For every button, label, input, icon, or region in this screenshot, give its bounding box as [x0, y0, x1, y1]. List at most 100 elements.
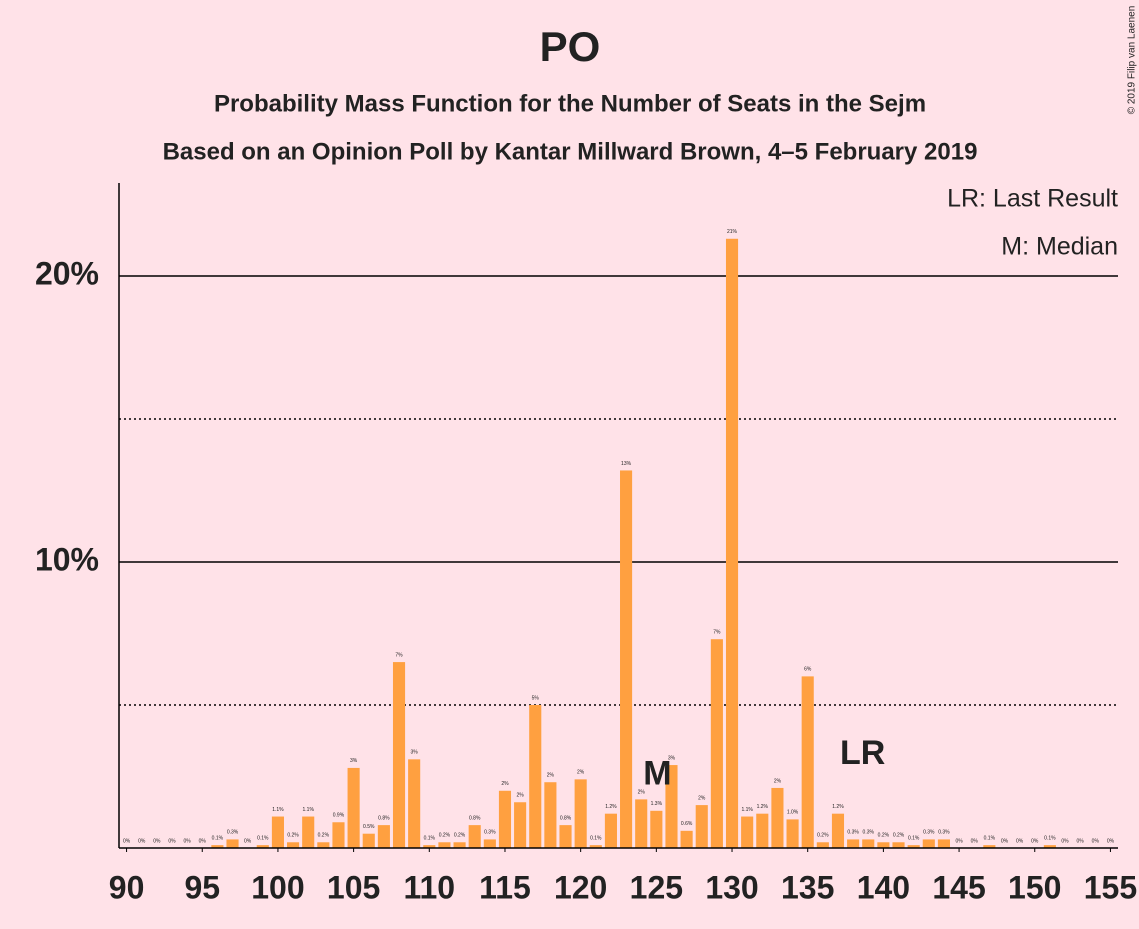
value-label: 0% [955, 838, 963, 844]
value-label: 2% [577, 770, 585, 776]
value-label: 0.2% [817, 833, 829, 839]
x-tick-label: 105 [327, 869, 380, 905]
value-label: 0.9% [333, 813, 345, 819]
value-label: 0% [1031, 838, 1039, 844]
value-label: 0.8% [469, 815, 481, 821]
bar [710, 639, 723, 848]
value-label: 3% [668, 755, 676, 761]
value-label: 5% [532, 695, 540, 701]
value-label: 0.3% [227, 830, 239, 836]
bar [877, 842, 890, 848]
value-label: 0.1% [984, 835, 996, 841]
value-label: 21% [727, 229, 738, 235]
bar [650, 810, 663, 848]
x-tick-label: 155 [1084, 869, 1137, 905]
value-label: 0.8% [378, 815, 390, 821]
value-label: 13% [621, 461, 632, 467]
value-label: 2% [774, 778, 782, 784]
bar [589, 845, 602, 848]
bar [786, 819, 799, 848]
value-label: 1.1% [741, 807, 753, 813]
value-label: 0% [244, 838, 252, 844]
x-tick-label: 130 [705, 869, 758, 905]
value-label: 2% [698, 795, 706, 801]
x-tick-label: 110 [403, 869, 455, 905]
value-label: 1.1% [303, 807, 315, 813]
value-label: 0% [123, 838, 131, 844]
bar [816, 842, 829, 848]
value-label: 7% [713, 630, 721, 636]
value-label: 0.3% [484, 830, 496, 836]
value-label: 1.2% [832, 804, 844, 810]
value-label: 1.1% [272, 807, 284, 813]
x-tick-label: 125 [630, 869, 683, 905]
bar [756, 813, 769, 848]
value-label: 0% [1061, 838, 1069, 844]
value-label: 0.1% [424, 835, 436, 841]
value-label: 3% [411, 750, 419, 756]
value-label: 0.3% [923, 830, 935, 836]
bar [892, 842, 905, 848]
value-label: 3% [350, 758, 358, 764]
bar [423, 845, 436, 848]
x-tick-label: 115 [479, 869, 531, 905]
bar [468, 825, 481, 848]
value-label: 0% [153, 838, 161, 844]
value-label: 2% [516, 793, 524, 799]
bar [983, 845, 996, 848]
x-tick-label: 135 [781, 869, 834, 905]
bar [453, 842, 466, 848]
bar [680, 830, 693, 848]
value-label: 0% [971, 838, 979, 844]
bar [544, 782, 557, 848]
bar [514, 802, 527, 848]
y-tick-label: 10% [35, 541, 99, 577]
value-label: 7% [395, 652, 403, 658]
value-label: 0.2% [439, 833, 451, 839]
value-label: 0% [1077, 838, 1085, 844]
legend-entry: LR: Last Result [947, 185, 1118, 213]
bar [226, 839, 239, 848]
annotation: LR [840, 734, 885, 772]
value-label: 0.1% [590, 835, 602, 841]
value-label: 0.2% [878, 833, 890, 839]
y-tick-label: 20% [35, 255, 99, 291]
annotation: M [643, 754, 671, 792]
x-tick-label: 95 [184, 869, 220, 905]
bar [635, 799, 648, 848]
value-label: 1.2% [757, 804, 769, 810]
bar [498, 790, 512, 848]
x-tick-label: 90 [109, 869, 145, 905]
bar [347, 767, 360, 848]
chart-subtitle: Based on an Opinion Poll by Kantar Millw… [163, 138, 978, 165]
x-tick-label: 145 [932, 869, 985, 905]
value-label: 0% [1001, 838, 1009, 844]
value-label: 2% [638, 790, 646, 796]
bar [937, 839, 950, 848]
x-tick-label: 100 [251, 869, 304, 905]
chart-subtitle: Probability Mass Function for the Number… [214, 90, 926, 117]
bar [287, 842, 300, 848]
value-label: 2% [501, 781, 509, 787]
bar [438, 842, 451, 848]
bar [1043, 845, 1056, 848]
bar [574, 779, 587, 848]
bar [271, 816, 284, 848]
bar [771, 787, 784, 848]
bar [302, 816, 315, 848]
value-label: 1.3% [651, 801, 663, 807]
bar [725, 238, 739, 849]
bar [695, 805, 708, 848]
bar [831, 813, 845, 848]
value-label: 0% [168, 838, 176, 844]
value-label: 0.2% [287, 833, 299, 839]
value-label: 0% [183, 838, 191, 844]
chart-title: PO [540, 23, 601, 70]
value-label: 1.0% [787, 810, 799, 816]
bar [392, 662, 406, 848]
value-label: 0.2% [318, 833, 330, 839]
value-label: 6% [804, 667, 812, 673]
x-tick-label: 140 [857, 869, 910, 905]
